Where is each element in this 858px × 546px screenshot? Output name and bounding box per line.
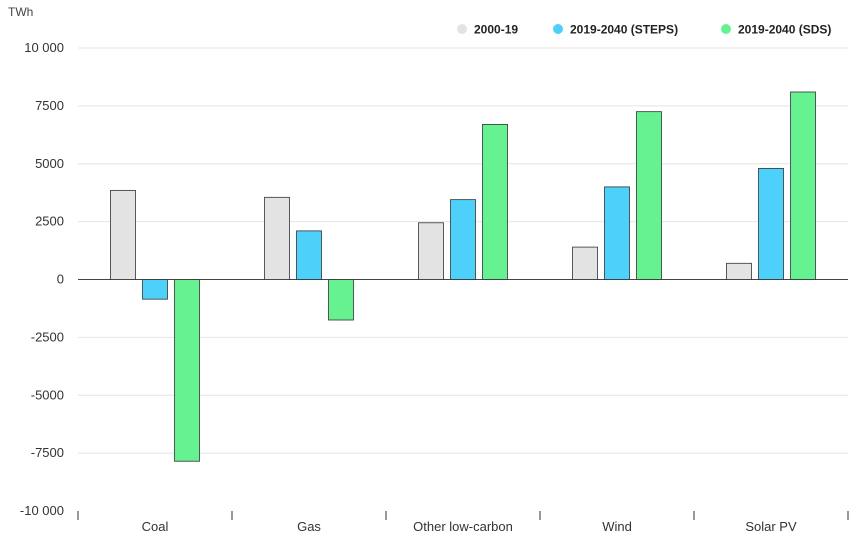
y-tick-label: -10 000 xyxy=(20,503,64,518)
legend-label: 2000-19 xyxy=(474,23,518,37)
bar xyxy=(758,167,784,280)
legend-swatch xyxy=(553,24,563,34)
bar xyxy=(726,262,752,280)
bar xyxy=(328,279,354,321)
x-category-label: Solar PV xyxy=(745,519,797,534)
bars xyxy=(110,91,816,462)
legend: 2000-19 2019-2040 (STEPS) 2019-2040 (SDS) xyxy=(457,23,831,37)
x-axis: Coal Gas Other low-carbon Wind Solar PV xyxy=(77,511,849,534)
y-tick-label: 7500 xyxy=(35,98,64,113)
y-tick-label: 5000 xyxy=(35,156,64,171)
y-tick-label: 0 xyxy=(57,272,64,287)
y-axis-unit-label: TWh xyxy=(8,5,33,19)
bar xyxy=(636,111,662,280)
bar xyxy=(790,91,816,280)
legend-label: 2019-2040 (STEPS) xyxy=(570,23,678,37)
legend-swatch xyxy=(457,24,467,34)
y-tick-label: -7500 xyxy=(31,445,64,460)
bar xyxy=(482,123,508,280)
y-tick-label: -2500 xyxy=(31,329,64,344)
bar xyxy=(572,246,598,280)
legend-label: 2019-2040 (SDS) xyxy=(738,23,831,37)
bar xyxy=(264,196,290,280)
bar xyxy=(418,222,444,280)
x-category-label: Coal xyxy=(142,519,169,534)
bar xyxy=(174,279,200,462)
y-axis-ticks: 10 000 7500 5000 2500 0 -2500 -5000 -7500 -10 00… xyxy=(20,40,64,518)
bar xyxy=(110,189,136,280)
y-tick-label: 10 000 xyxy=(24,40,64,55)
x-category-label: Wind xyxy=(602,519,632,534)
y-tick-label: -5000 xyxy=(31,387,64,402)
x-category-label: Other low-carbon xyxy=(413,519,513,534)
y-tick-label: 2500 xyxy=(35,214,64,229)
legend-swatch xyxy=(721,24,731,34)
bar xyxy=(450,199,476,280)
x-category-label: Gas xyxy=(297,519,321,534)
bar xyxy=(142,279,168,300)
bar xyxy=(296,230,322,280)
bar xyxy=(604,186,630,280)
